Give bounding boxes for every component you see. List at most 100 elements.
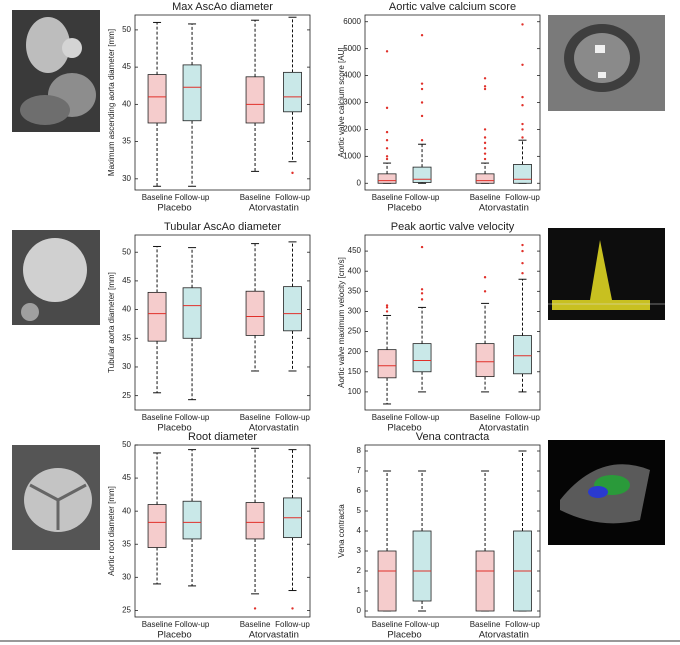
outlier xyxy=(385,50,389,53)
box xyxy=(147,504,167,548)
outlier xyxy=(291,607,294,610)
box xyxy=(412,166,432,183)
outlier xyxy=(420,33,424,37)
y-tick-label: 5 xyxy=(357,506,362,515)
x-tick-label: Baseline xyxy=(142,413,173,422)
y-tick-label: 300 xyxy=(348,307,362,316)
outlier xyxy=(253,607,257,610)
panel-title: Vena contracta xyxy=(416,431,490,443)
x-tick-label: Follow-up xyxy=(175,193,210,202)
y-tick-label: 35 xyxy=(122,539,131,548)
x-tick-label: Baseline xyxy=(142,620,173,629)
group-label: Placebo xyxy=(157,203,191,214)
outlier xyxy=(521,261,524,265)
panel: Tubular AscAo diameter Tubular aorta diam… xyxy=(107,221,311,434)
x-tick-label: Follow-up xyxy=(505,413,540,422)
x-tick-label: Follow-up xyxy=(405,193,440,202)
y-tick-label: 450 xyxy=(348,246,362,255)
box xyxy=(377,550,397,612)
doppler-image xyxy=(548,228,665,320)
y-tick-label: 35 xyxy=(122,333,131,342)
outlier xyxy=(483,147,487,150)
box xyxy=(245,502,265,540)
y-axis-label: Maximum ascending aorta diameter [mm] xyxy=(107,29,116,176)
outlier xyxy=(483,136,487,139)
group-label: Placebo xyxy=(387,630,421,641)
box xyxy=(377,173,397,184)
x-tick-label: Follow-up xyxy=(405,620,440,629)
y-tick-label: 30 xyxy=(122,174,131,183)
outlier xyxy=(521,243,524,247)
group-label: Placebo xyxy=(387,203,421,214)
y-tick-label: 5000 xyxy=(343,44,361,53)
x-tick-label: Follow-up xyxy=(175,413,210,422)
box xyxy=(245,290,265,336)
outlier xyxy=(385,147,389,150)
y-tick-label: 1 xyxy=(357,586,362,595)
box xyxy=(147,291,167,342)
outlier xyxy=(521,103,524,107)
y-tick-label: 7 xyxy=(357,466,362,475)
x-tick-label: Baseline xyxy=(372,193,403,202)
x-tick-label: Follow-up xyxy=(275,620,310,629)
outlier xyxy=(521,23,524,26)
x-tick-label: Baseline xyxy=(240,620,271,629)
box xyxy=(182,287,202,339)
outlier xyxy=(483,290,487,293)
x-tick-label: Baseline xyxy=(470,413,501,422)
outlier xyxy=(521,128,524,131)
y-axis-label: Tubular aorta diameter [mm] xyxy=(107,272,116,373)
y-tick-label: 3 xyxy=(357,546,362,555)
outlier xyxy=(483,276,487,279)
x-tick-label: Baseline xyxy=(470,620,501,629)
group-label: Atorvastatin xyxy=(479,203,529,214)
y-tick-label: 4 xyxy=(357,526,362,535)
outlier xyxy=(420,87,424,91)
panel: Vena contracta Vena contracta 0 1 2 3 4 5 6 7 8 Bas… xyxy=(337,431,541,641)
group-label: Placebo xyxy=(157,423,191,434)
outlier xyxy=(385,106,389,110)
panel: Peak aortic valve velocity Aortic valve m… xyxy=(337,221,541,434)
outlier xyxy=(385,310,389,313)
panel-title: Tubular AscAo diameter xyxy=(164,221,281,233)
y-tick-label: 30 xyxy=(122,572,131,581)
outlier xyxy=(521,63,524,67)
y-tick-label: 4000 xyxy=(343,71,361,80)
y-tick-label: 50 xyxy=(122,25,131,34)
x-tick-label: Baseline xyxy=(240,193,271,202)
outlier xyxy=(483,152,487,155)
y-tick-label: 200 xyxy=(348,347,362,356)
x-tick-label: Baseline xyxy=(470,193,501,202)
group-label: Atorvastatin xyxy=(479,423,529,434)
box xyxy=(182,64,202,122)
group-label: Placebo xyxy=(157,630,191,641)
ct-image-valve xyxy=(548,15,665,111)
outlier xyxy=(385,304,389,307)
panel: Root diameter Aortic root diameter [mm] 25… xyxy=(107,431,311,641)
outlier xyxy=(483,85,487,88)
panel: Max AscAo diameter Maximum ascending aort… xyxy=(107,1,311,214)
box xyxy=(475,343,495,378)
y-tick-label: 3000 xyxy=(343,98,361,107)
x-tick-label: Baseline xyxy=(240,413,271,422)
y-tick-label: 40 xyxy=(122,506,131,515)
y-tick-label: 1000 xyxy=(343,151,361,160)
ct-image-ascending-aorta xyxy=(12,10,100,132)
y-axis-label: Aortic root diameter [mm] xyxy=(107,486,116,576)
outlier xyxy=(521,122,524,126)
y-tick-label: 350 xyxy=(348,286,362,295)
x-tick-label: Baseline xyxy=(142,193,173,202)
outlier xyxy=(483,157,487,161)
y-tick-label: 30 xyxy=(122,362,131,371)
outlier xyxy=(483,141,487,145)
y-tick-label: 150 xyxy=(348,367,362,376)
y-tick-label: 6 xyxy=(357,486,362,495)
x-tick-label: Follow-up xyxy=(275,193,310,202)
y-tick-label: 50 xyxy=(122,247,131,256)
group-label: Atorvastatin xyxy=(249,203,299,214)
y-tick-label: 250 xyxy=(348,327,362,336)
y-tick-label: 45 xyxy=(122,62,131,71)
group-label: Atorvastatin xyxy=(479,630,529,641)
plot-frame xyxy=(134,14,311,191)
